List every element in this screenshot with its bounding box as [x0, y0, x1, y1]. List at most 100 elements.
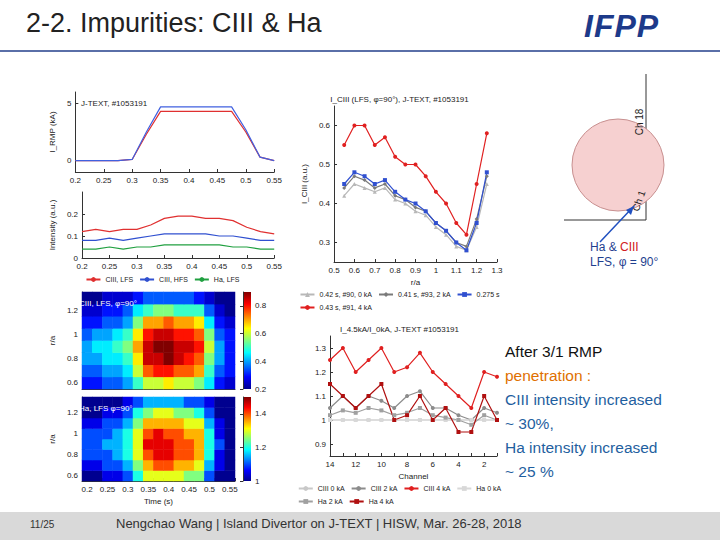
svg-text:1.2: 1.2 — [255, 443, 267, 452]
svg-text:0.25: 0.25 — [100, 485, 116, 494]
svg-text:0.5: 0.5 — [328, 266, 340, 275]
svg-text:0.6: 0.6 — [67, 471, 79, 480]
svg-text:1: 1 — [255, 477, 260, 486]
svg-text:8: 8 — [405, 460, 410, 469]
svg-text:CIII, HFS: CIII, HFS — [159, 276, 188, 283]
svg-text:1: 1 — [322, 416, 327, 425]
svg-text:1.4: 1.4 — [255, 409, 267, 418]
svg-text:0.5: 0.5 — [204, 485, 216, 494]
svg-text:1.2: 1.2 — [315, 368, 327, 377]
svg-text:0.9: 0.9 — [410, 266, 422, 275]
svg-text:0.41 s, #93, 2 kA: 0.41 s, #93, 2 kA — [398, 291, 451, 298]
svg-text:0.4: 0.4 — [255, 357, 267, 366]
svg-text:0.1: 0.1 — [67, 232, 79, 241]
svg-text:Ha 4 kA: Ha 4 kA — [369, 498, 394, 505]
svg-text:Ha, LFS φ=90°: Ha, LFS φ=90° — [79, 404, 133, 413]
svg-text:Ha 0 kA: Ha 0 kA — [476, 485, 501, 492]
svg-text:4: 4 — [456, 460, 461, 469]
svg-text:1.1: 1.1 — [315, 392, 327, 401]
svg-text:0.35: 0.35 — [141, 485, 157, 494]
svg-text:1: 1 — [74, 429, 79, 438]
html-text:IFPP: IFPP — [584, 8, 660, 44]
svg-text:0.43 s, #91, 4 kA: 0.43 s, #91, 4 kA — [319, 304, 372, 311]
svg-text:Ch 18: Ch 18 — [634, 108, 645, 135]
svg-text:CIII 0 kA: CIII 0 kA — [318, 485, 345, 492]
svg-text:Channel: Channel — [399, 472, 429, 481]
svg-text:r/a: r/a — [48, 335, 57, 345]
svg-text:0.5: 0.5 — [240, 176, 252, 185]
html-text:penetration :: penetration : — [505, 367, 592, 384]
svg-text:0.275 s: 0.275 s — [477, 291, 500, 298]
svg-text:I_4.5kA/I_0kA, J-TEXT #1053191: I_4.5kA/I_0kA, J-TEXT #1053191 — [340, 325, 460, 334]
svg-text:0.5: 0.5 — [319, 160, 331, 169]
svg-text:r/a: r/a — [48, 434, 57, 444]
svg-text:CIII, LFS, φ=90°: CIII, LFS, φ=90° — [79, 299, 137, 308]
svg-text:J-TEXT, #1053191: J-TEXT, #1053191 — [81, 99, 148, 108]
svg-text:0.2: 0.2 — [70, 176, 82, 185]
svg-text:0.8: 0.8 — [390, 266, 402, 275]
svg-text:0: 0 — [67, 156, 72, 165]
svg-text:0.4: 0.4 — [319, 199, 331, 208]
svg-text:0.7: 0.7 — [369, 266, 381, 275]
svg-text:CIII 2 kA: CIII 2 kA — [371, 485, 398, 492]
svg-text:0.6: 0.6 — [319, 121, 331, 130]
svg-text:12: 12 — [351, 460, 360, 469]
svg-text:r/a: r/a — [411, 278, 421, 287]
svg-text:0.55: 0.55 — [222, 485, 238, 494]
svg-text:1.3: 1.3 — [315, 344, 327, 353]
svg-text:0.35: 0.35 — [157, 262, 173, 271]
svg-text:1.3: 1.3 — [491, 266, 503, 275]
svg-text:0.2: 0.2 — [67, 210, 79, 219]
svg-text:0.5: 0.5 — [241, 262, 253, 271]
svg-text:1: 1 — [74, 330, 79, 339]
svg-text:6: 6 — [431, 460, 436, 469]
svg-text:5: 5 — [67, 99, 72, 108]
svg-text:0.4: 0.4 — [186, 262, 198, 271]
svg-text:1.2: 1.2 — [67, 408, 79, 417]
svg-text:14: 14 — [326, 460, 335, 469]
svg-text:I_RMP (kA): I_RMP (kA) — [48, 111, 57, 153]
html-text:2-2. Impurities: CIII & Ha: 2-2. Impurities: CIII & Ha — [26, 8, 322, 38]
svg-text:0.25: 0.25 — [96, 176, 112, 185]
svg-text:0.55: 0.55 — [266, 176, 282, 185]
svg-text:0.2: 0.2 — [76, 262, 88, 271]
svg-text:CIII 4 kA: CIII 4 kA — [423, 485, 450, 492]
svg-text:Time (s): Time (s) — [144, 497, 173, 506]
svg-text:2: 2 — [482, 460, 487, 469]
svg-text:Intensity (a.u.): Intensity (a.u.) — [48, 199, 57, 250]
svg-text:10: 10 — [377, 460, 386, 469]
svg-text:0.45: 0.45 — [210, 176, 226, 185]
html-text:After 3/1 RMP: After 3/1 RMP — [505, 343, 603, 360]
svg-text:CIII, LFS: CIII, LFS — [105, 276, 133, 283]
svg-text:0.3: 0.3 — [127, 176, 139, 185]
svg-text:0.3: 0.3 — [122, 485, 134, 494]
svg-text:0.2: 0.2 — [255, 385, 267, 394]
svg-text:0.4: 0.4 — [163, 485, 175, 494]
svg-text:0.8: 0.8 — [255, 301, 267, 310]
svg-text:Ha 2 kA: Ha 2 kA — [318, 498, 343, 505]
svg-text:0.6: 0.6 — [349, 266, 361, 275]
svg-text:0.9: 0.9 — [315, 440, 327, 449]
svg-text:I_CIII (a.u.): I_CIII (a.u.) — [300, 164, 309, 204]
svg-text:0.25: 0.25 — [102, 262, 118, 271]
svg-text:0.2: 0.2 — [82, 485, 94, 494]
svg-text:0.8: 0.8 — [67, 354, 79, 363]
svg-text:1: 1 — [434, 266, 439, 275]
svg-text:0.8: 0.8 — [67, 450, 79, 459]
svg-text:1.2: 1.2 — [471, 266, 483, 275]
svg-text:0.3: 0.3 — [131, 262, 143, 271]
svg-text:Ch 1: Ch 1 — [629, 189, 648, 213]
svg-text:0.6: 0.6 — [67, 378, 79, 387]
svg-text:I_CIII (LFS, φ=90°), J-TEXT, #: I_CIII (LFS, φ=90°), J-TEXT, #1053191 — [330, 95, 469, 104]
svg-text:0.42 s, #90, 0 kA: 0.42 s, #90, 0 kA — [319, 291, 372, 298]
svg-text:0.3: 0.3 — [319, 238, 331, 247]
svg-text:0.6: 0.6 — [255, 329, 267, 338]
svg-text:1.2: 1.2 — [67, 306, 79, 315]
svg-text:0.4: 0.4 — [183, 176, 195, 185]
svg-text:0.45: 0.45 — [181, 485, 197, 494]
svg-text:0.45: 0.45 — [212, 262, 228, 271]
svg-text:1.1: 1.1 — [451, 266, 463, 275]
svg-text:Ha, LFS: Ha, LFS — [214, 276, 240, 283]
svg-text:0.35: 0.35 — [153, 176, 169, 185]
svg-text:0.55: 0.55 — [266, 262, 282, 271]
